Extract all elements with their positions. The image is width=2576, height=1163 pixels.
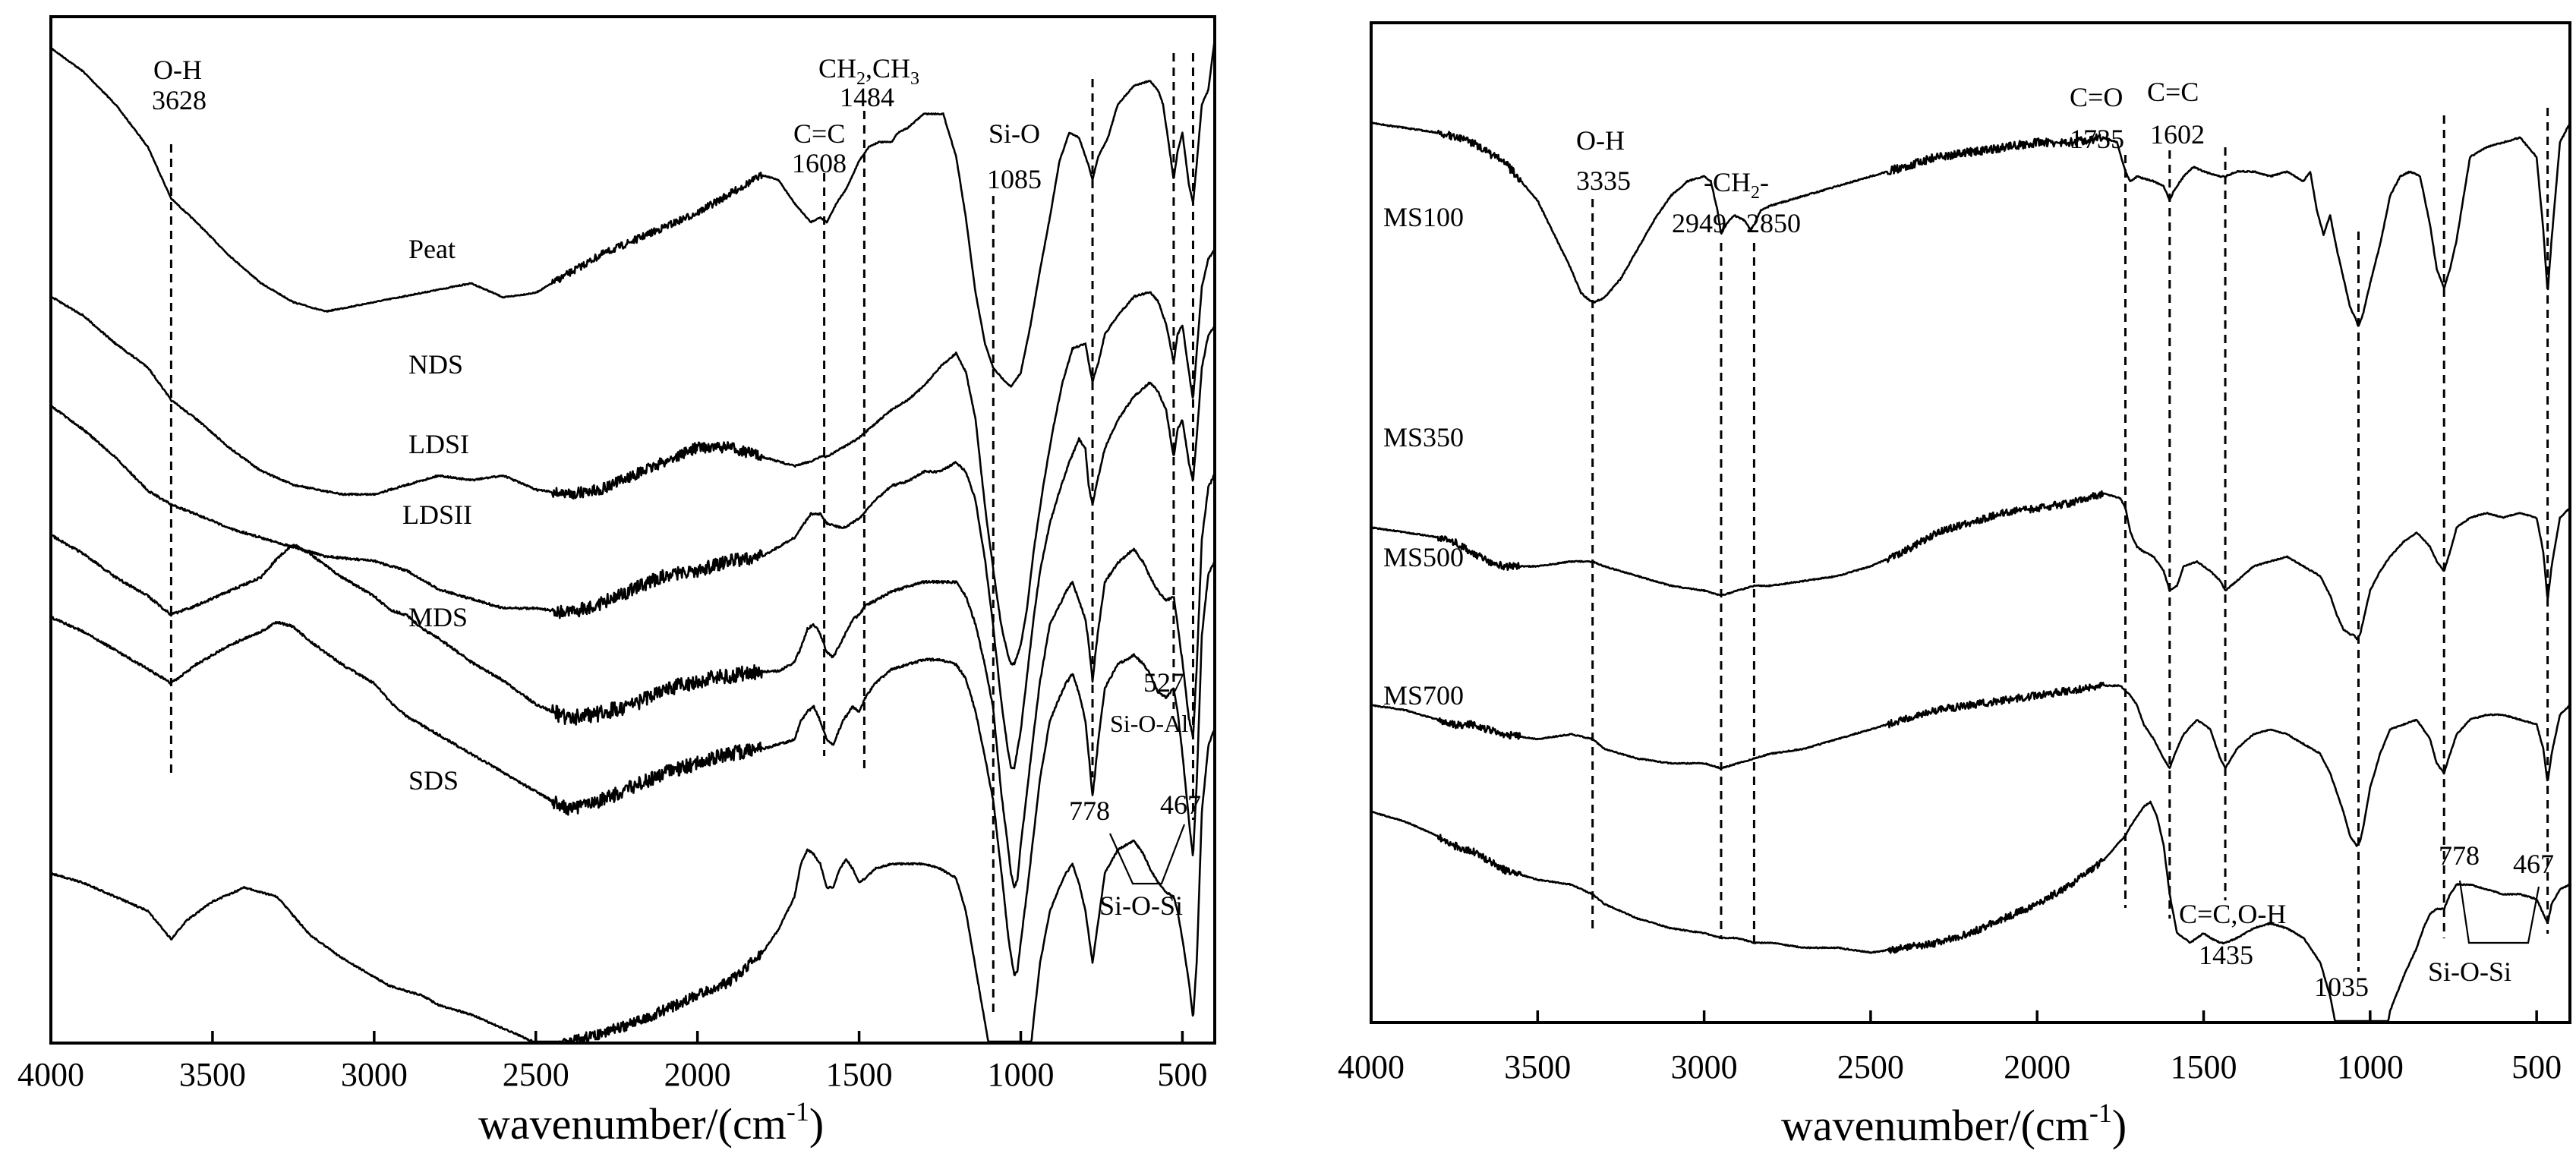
spectrum-ldsii	[50, 473, 1216, 889]
right-spectra	[1370, 121, 2571, 1023]
x-tick-label-3000: 3000	[341, 1056, 408, 1093]
x-tick-label-2500: 2500	[1837, 1048, 1904, 1086]
annotation-778: 778	[1069, 796, 1110, 826]
series-label-peat: Peat	[408, 234, 456, 264]
annotation-oh-group-right: O-H	[1576, 125, 1625, 156]
x-tick-label-2000: 2000	[664, 1056, 731, 1093]
x-tick-label-3500: 3500	[179, 1056, 246, 1093]
annotation-1602: 1602	[2150, 119, 2205, 150]
x-tick-label-1500: 1500	[826, 1056, 893, 1093]
spectrum-nds	[49, 249, 1215, 666]
series-label-ldsii: LDSII	[402, 500, 472, 530]
x-tick-label-4000: 4000	[17, 1056, 84, 1093]
annotation-1035: 1035	[2314, 972, 2369, 1002]
annotation-1735: 1735	[2070, 124, 2124, 154]
left-x-ticks: 4000 3500 3000 2500 2000 1500 1000 500	[17, 1031, 1207, 1093]
annotation-siosi-group-right: Si-O-Si	[2428, 957, 2511, 987]
series-label-ms100: MS100	[1383, 202, 1464, 232]
annotation-ch-wavenumber: 1484	[840, 82, 894, 112]
annotation-2949: 2949	[1672, 208, 1726, 238]
series-label-ldsi: LDSI	[408, 429, 469, 459]
right-x-ticks: 4000 3500 3000 2500 2000 1500 1000 500	[1338, 1010, 2562, 1086]
x-tick-label-3000: 3000	[1671, 1048, 1738, 1086]
x-tick-label-1000: 1000	[2337, 1048, 2404, 1086]
right-x-axis-title: wavenumber/(cm-1)	[1781, 1098, 2127, 1150]
annotation-ch2-group: -CH2-	[1704, 167, 1769, 203]
annotation-527: 527	[1143, 667, 1184, 698]
annotation-ccoh-group: C=C,O-H	[2179, 899, 2286, 929]
siosi-leader-line	[1108, 824, 1186, 885]
series-label-ms500: MS500	[1383, 542, 1464, 572]
annotation-co-group: C=O	[2070, 82, 2123, 112]
annotation-ch-group: CH2,CH3	[818, 53, 919, 89]
annotation-sio-wavenumber: 1085	[987, 164, 1042, 194]
annotation-sio-group: Si-O	[988, 118, 1040, 149]
x-tick-label-2500: 2500	[503, 1056, 569, 1093]
annotation-467: 467	[1160, 790, 1201, 820]
annotation-siosi-group: Si-O-Si	[1099, 890, 1183, 921]
left-peak-lines	[169, 53, 1194, 1013]
left-spectra	[49, 38, 1216, 1043]
spectrum-ms500	[1370, 681, 2571, 847]
spectrum-ms700	[1370, 800, 2571, 1023]
annotation-cc-group-right: C=C	[2147, 77, 2199, 107]
series-label-ms700: MS700	[1383, 680, 1464, 711]
left-plot-frame	[49, 15, 1216, 1045]
annotation-oh-wavenumber-right: 3335	[1576, 165, 1631, 196]
annotation-oh-group: O-H	[153, 55, 202, 85]
right-ftir-chart: 4000 3500 3000 2500 2000 1500 1000 500 MS100 MS…	[1338, 21, 2571, 1150]
left-ftir-chart: 4000 3500 3000 2500 2000 1500 1000 500 Peat NDS…	[17, 15, 1216, 1149]
annotation-467-right: 467	[2513, 849, 2554, 879]
annotation-cc-wavenumber: 1608	[792, 148, 847, 178]
left-x-axis-title: wavenumber/(cm-1)	[478, 1096, 824, 1149]
annotation-2850: 2850	[1746, 208, 1801, 238]
x-tick-label-3500: 3500	[1504, 1048, 1571, 1086]
right-peak-lines	[1591, 108, 2549, 972]
spectrum-ms100	[1370, 121, 2571, 327]
spectrum-peat	[49, 38, 1216, 388]
x-tick-label-500: 500	[1157, 1056, 1207, 1093]
annotation-sioal-group: Si-O-Al	[1110, 710, 1188, 737]
spectrum-sds	[50, 726, 1216, 1043]
x-tick-label-1000: 1000	[988, 1056, 1055, 1093]
siosi-leader-line-right	[2458, 880, 2540, 944]
annotation-cc-group: C=C	[793, 118, 845, 149]
annotation-1435: 1435	[2199, 940, 2253, 970]
series-label-sds: SDS	[408, 765, 459, 796]
series-label-mds: MDS	[408, 602, 468, 632]
x-tick-label-1500: 1500	[2171, 1048, 2237, 1086]
x-tick-label-500: 500	[2511, 1048, 2562, 1086]
series-label-ms350: MS350	[1383, 422, 1464, 452]
series-label-nds: NDS	[408, 349, 463, 380]
annotation-778-right: 778	[2439, 840, 2480, 871]
spectrum-ms350	[1370, 490, 2571, 641]
x-tick-label-2000: 2000	[2004, 1048, 2070, 1086]
spectrum-mds	[50, 560, 1216, 976]
right-plot-frame	[1370, 21, 2571, 1024]
annotation-oh-wavenumber: 3628	[152, 85, 207, 115]
x-tick-label-4000: 4000	[1338, 1048, 1405, 1086]
spectrum-ldsi	[49, 325, 1216, 770]
